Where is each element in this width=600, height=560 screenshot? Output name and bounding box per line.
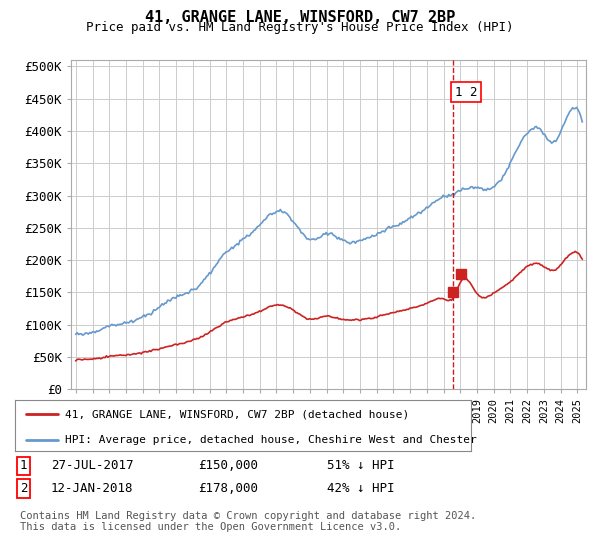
Text: 42% ↓ HPI: 42% ↓ HPI xyxy=(327,482,395,495)
Text: £150,000: £150,000 xyxy=(198,459,258,473)
Text: Contains HM Land Registry data © Crown copyright and database right 2024.
This d: Contains HM Land Registry data © Crown c… xyxy=(20,511,476,533)
Text: 41, GRANGE LANE, WINSFORD, CW7 2BP (detached house): 41, GRANGE LANE, WINSFORD, CW7 2BP (deta… xyxy=(65,409,409,419)
Text: £178,000: £178,000 xyxy=(198,482,258,495)
Text: 27-JUL-2017: 27-JUL-2017 xyxy=(51,459,133,473)
Text: 12-JAN-2018: 12-JAN-2018 xyxy=(51,482,133,495)
Text: 1: 1 xyxy=(20,459,28,473)
Text: 2: 2 xyxy=(20,482,28,495)
Text: Price paid vs. HM Land Registry's House Price Index (HPI): Price paid vs. HM Land Registry's House … xyxy=(86,21,514,34)
Text: 51% ↓ HPI: 51% ↓ HPI xyxy=(327,459,395,473)
Text: HPI: Average price, detached house, Cheshire West and Chester: HPI: Average price, detached house, Ches… xyxy=(65,435,477,445)
Text: 1 2: 1 2 xyxy=(455,86,477,99)
Text: 41, GRANGE LANE, WINSFORD, CW7 2BP: 41, GRANGE LANE, WINSFORD, CW7 2BP xyxy=(145,10,455,25)
